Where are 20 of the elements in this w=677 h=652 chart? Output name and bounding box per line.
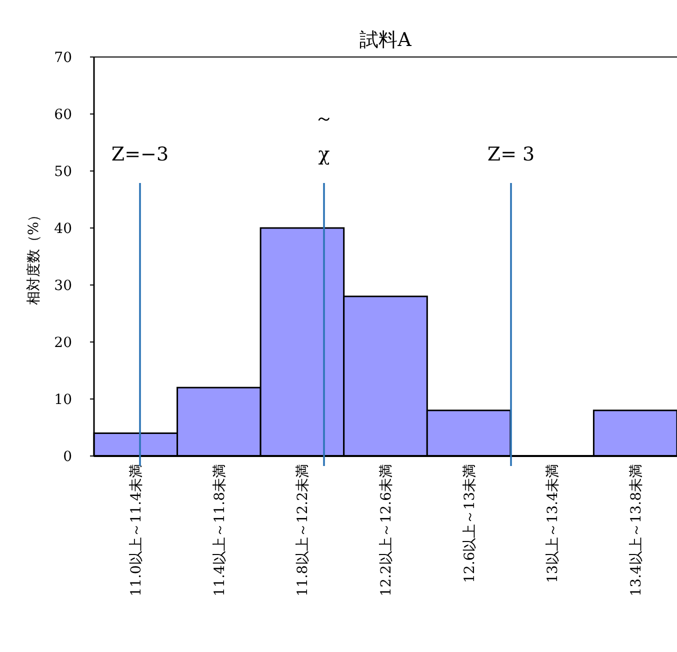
x-tick-label: 12.2以上～12.6未満 [378,464,394,596]
x-tick-label: 11.8以上～12.2未満 [295,464,312,596]
annotation: Z=−3 [111,143,169,166]
y-axis-title: 相対度数（%） [26,208,42,306]
annotation: Z= 3 [487,143,535,166]
x-tick-label: 13以上～13.4未満 [545,464,562,583]
x-tick-label: 12.6以上～13未満 [462,464,478,583]
chart-title: 試料A [360,29,412,51]
y-tick-label: 30 [54,278,72,294]
y-tick-label: 50 [54,164,72,180]
x-tick-label: 11.4以上～11.8未満 [212,464,228,596]
annotation: ～ χ [314,107,334,166]
x-tick-label: 13.4以上～13.8未満 [628,464,644,596]
y-tick-label: 40 [54,221,72,237]
y-tick-label: 60 [54,107,72,123]
y-tick-label: 10 [54,392,72,408]
x-tick-label: 11.0以上～11.4未満 [128,464,145,596]
y-tick-label: 0 [63,449,72,465]
y-tick-label: 70 [54,50,72,66]
y-tick-label: 20 [54,335,72,351]
